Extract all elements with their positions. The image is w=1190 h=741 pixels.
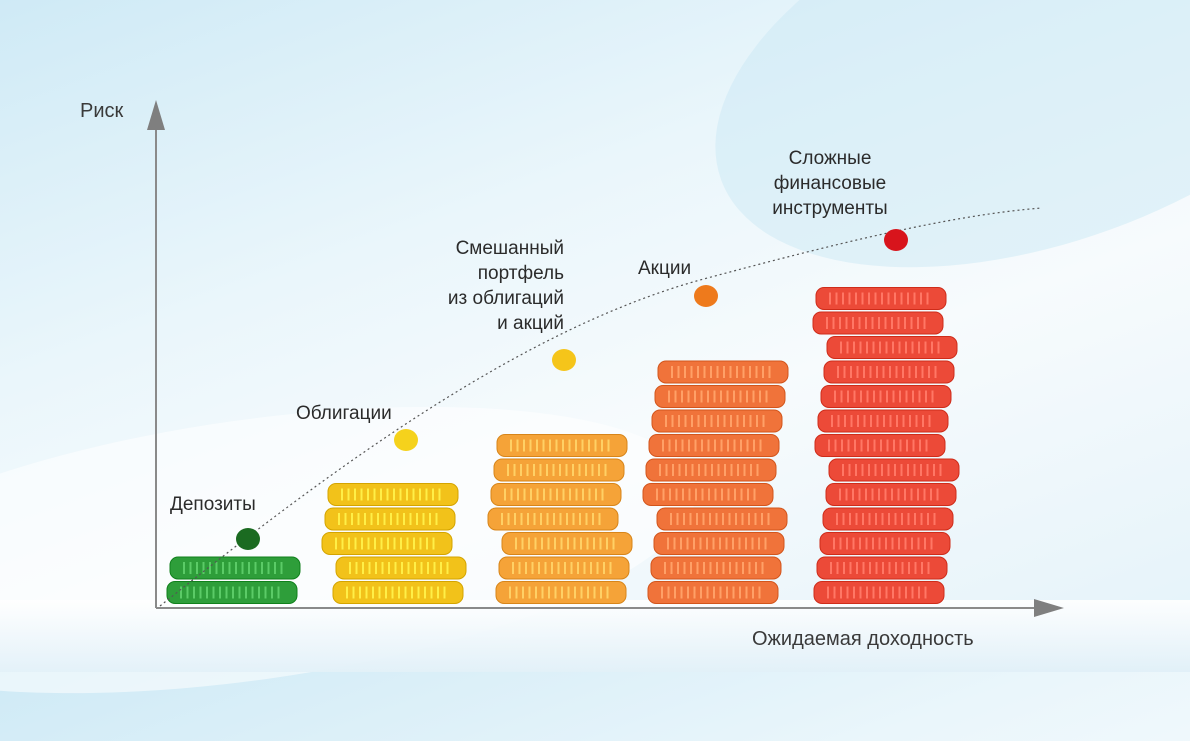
coin-stack-4 [642,360,789,604]
coin-stacks [166,287,960,604]
risk-point-1 [236,528,260,550]
label-deposits: Депозиты [170,494,256,515]
risk-points [236,229,908,550]
label-stocks: Акции [638,258,692,279]
risk-point-3 [552,349,576,371]
coin-stack-5 [812,287,960,604]
risk-return-diagram: Риск Ожидаемая доходность Депозиты Облиг… [0,0,1190,672]
coin-stack-3 [487,434,633,604]
coin-stack-1 [166,556,301,604]
label-mixed-portfolio: Смешанный портфель из облигаций и акций [447,238,564,334]
coin-stack-2 [321,483,467,604]
risk-point-4 [694,285,718,307]
floor-band [0,600,1190,672]
risk-point-5 [884,229,908,251]
label-complex-instruments: Сложные финансовые инструменты [772,148,888,219]
x-axis-arrow [1034,599,1064,617]
risk-point-2 [394,429,418,451]
y-axis-label: Риск [80,100,124,122]
y-axis-arrow [147,100,165,130]
label-bonds: Облигации [296,403,392,424]
x-axis-label: Ожидаемая доходность [752,628,974,650]
diagram-canvas [147,100,1064,617]
